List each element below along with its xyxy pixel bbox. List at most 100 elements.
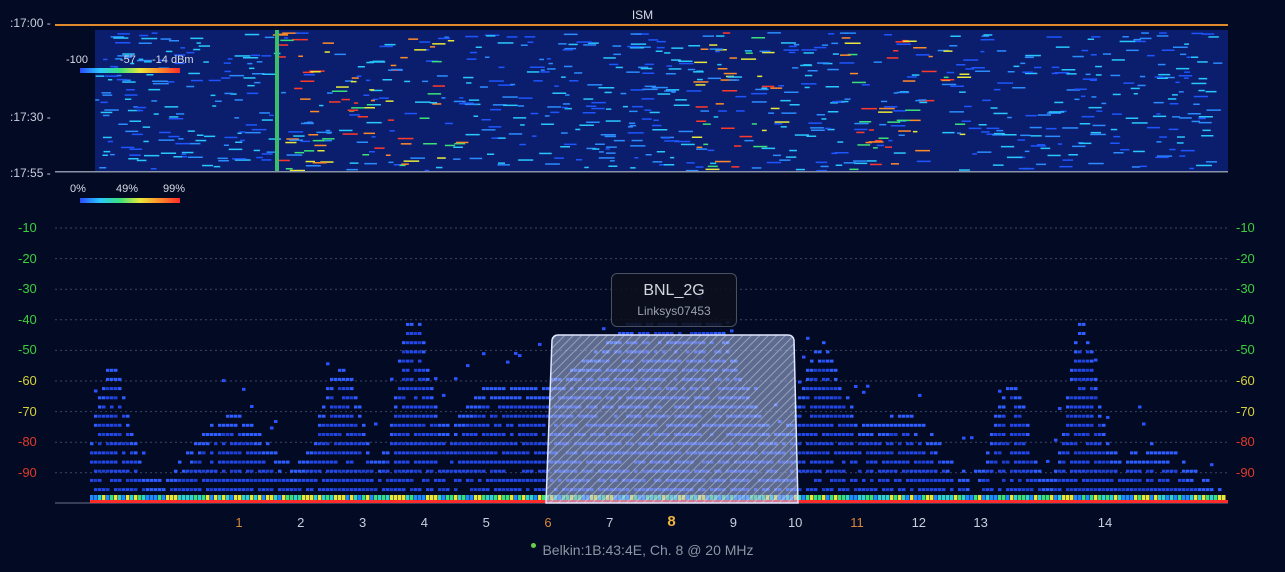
spectrum-cell <box>110 414 114 418</box>
spectrum-cell <box>798 433 802 436</box>
waterfall-segment <box>95 75 105 77</box>
spectrum-cell <box>414 332 418 335</box>
channel-tick[interactable]: 9 <box>729 515 737 530</box>
spectrum-peak <box>1054 438 1058 442</box>
spectrum-cell <box>838 414 842 418</box>
spectrum-cell <box>802 423 806 427</box>
spectrum-peak <box>1106 415 1110 419</box>
spectrum-cell <box>518 387 522 391</box>
floor-cell <box>470 495 474 501</box>
spectrum-cell <box>1006 460 1010 464</box>
spectrum-cell <box>478 451 482 455</box>
waterfall-segment <box>129 148 142 150</box>
spectrum-cell <box>1002 478 1006 482</box>
waterfall-segment <box>608 165 618 167</box>
spectrum-cell <box>90 442 94 446</box>
floor-cell <box>338 495 342 501</box>
spectrum-cell <box>114 387 118 391</box>
waterfall-segment <box>827 111 839 113</box>
waterfall-segment <box>289 169 305 172</box>
spectrum-cell <box>226 451 230 455</box>
spectrum-cell <box>226 478 230 482</box>
spectrum-cell <box>446 423 450 427</box>
waterfall-segment <box>656 151 665 153</box>
waterfall-segment <box>1119 40 1136 43</box>
channel-tick[interactable]: 7 <box>606 515 614 530</box>
spectrum-cell <box>498 469 502 473</box>
waterfall-segment <box>885 146 892 148</box>
spectrum-cell <box>290 488 294 492</box>
spectrum-cell <box>126 469 130 473</box>
waterfall-segment <box>605 120 621 122</box>
selected-network-status[interactable]: Belkin:1B:43:4E, Ch. 8 @ 20 MHz <box>0 542 1285 558</box>
waterfall-segment <box>1137 84 1146 87</box>
waterfall-segment <box>780 126 787 128</box>
spectrum-cell <box>990 433 994 436</box>
spectrum-cell <box>334 451 338 455</box>
spectrum-cell <box>826 368 830 372</box>
spectrum-cell <box>1078 332 1082 335</box>
channel-tick[interactable]: 14 <box>1097 515 1113 530</box>
channel-tick[interactable]: 12 <box>911 515 927 530</box>
spectrum-cell <box>394 442 398 446</box>
waterfall-segment <box>495 137 506 139</box>
spectrum-cell <box>474 423 478 427</box>
channel-tick[interactable]: 13 <box>973 515 988 530</box>
waterfall-plot[interactable] <box>0 0 1285 200</box>
waterfall-segment <box>916 160 931 163</box>
spectrum-cell <box>902 451 906 455</box>
channel-tick[interactable]: 4 <box>420 515 428 530</box>
waterfall-segment <box>366 79 371 82</box>
spectrum-cell <box>158 488 162 492</box>
spectrum-cell <box>402 433 406 436</box>
waterfall-segment <box>847 53 858 56</box>
channel-tick[interactable]: 11 <box>850 515 864 530</box>
spectrum-peak <box>466 364 470 368</box>
channel-tick[interactable]: 6 <box>544 515 552 530</box>
waterfall-segment <box>1205 90 1217 93</box>
floor-cell <box>1134 495 1138 501</box>
spectrum-cell <box>478 414 482 418</box>
waterfall-segment <box>102 114 110 117</box>
channel-tick[interactable]: 2 <box>297 515 305 530</box>
spectrum-cell <box>934 442 938 446</box>
waterfall-segment <box>369 89 375 91</box>
waterfall-segment <box>159 59 166 62</box>
spectrum-peak <box>506 360 510 364</box>
waterfall-segment <box>1123 82 1135 84</box>
spectrum-cell <box>454 488 458 492</box>
waterfall-segment <box>965 68 975 70</box>
floor-cell <box>162 495 166 501</box>
floor-cell <box>1002 495 1006 501</box>
spectrum-cell <box>470 405 474 409</box>
channel-tick[interactable]: 3 <box>358 515 367 530</box>
spectrum-cell <box>458 414 462 418</box>
spectrum-cell <box>262 488 266 492</box>
waterfall-segment <box>286 138 299 140</box>
spectrum-cell <box>930 460 934 464</box>
spectrum-cell <box>398 460 402 464</box>
waterfall-segment <box>166 50 173 53</box>
spectrum-cell <box>1162 488 1166 492</box>
spectrum-cell <box>1074 451 1078 455</box>
waterfall-segment <box>466 58 477 60</box>
waterfall-segment <box>575 128 581 131</box>
channel-tick[interactable]: 8 <box>667 513 676 530</box>
channel-tick[interactable]: 10 <box>787 515 803 530</box>
channel-tick[interactable]: 1 <box>235 515 243 530</box>
channel-tick[interactable]: 5 <box>482 515 490 530</box>
waterfall-segment <box>379 45 393 48</box>
spectrum-cell <box>1098 405 1102 409</box>
spectrum-cell <box>618 332 622 335</box>
y-tick-right: -40 <box>1236 311 1255 327</box>
spectrum-cell <box>366 469 370 473</box>
spectrum-cell <box>898 460 902 464</box>
waterfall-segment <box>125 130 139 133</box>
spectrum-cell <box>402 350 406 354</box>
waterfall-segment <box>356 75 362 77</box>
spectrum-cell <box>1014 387 1018 391</box>
spectrum-cell <box>946 469 950 473</box>
spectrum-cell <box>922 423 926 427</box>
spectrum-cell <box>330 405 334 409</box>
